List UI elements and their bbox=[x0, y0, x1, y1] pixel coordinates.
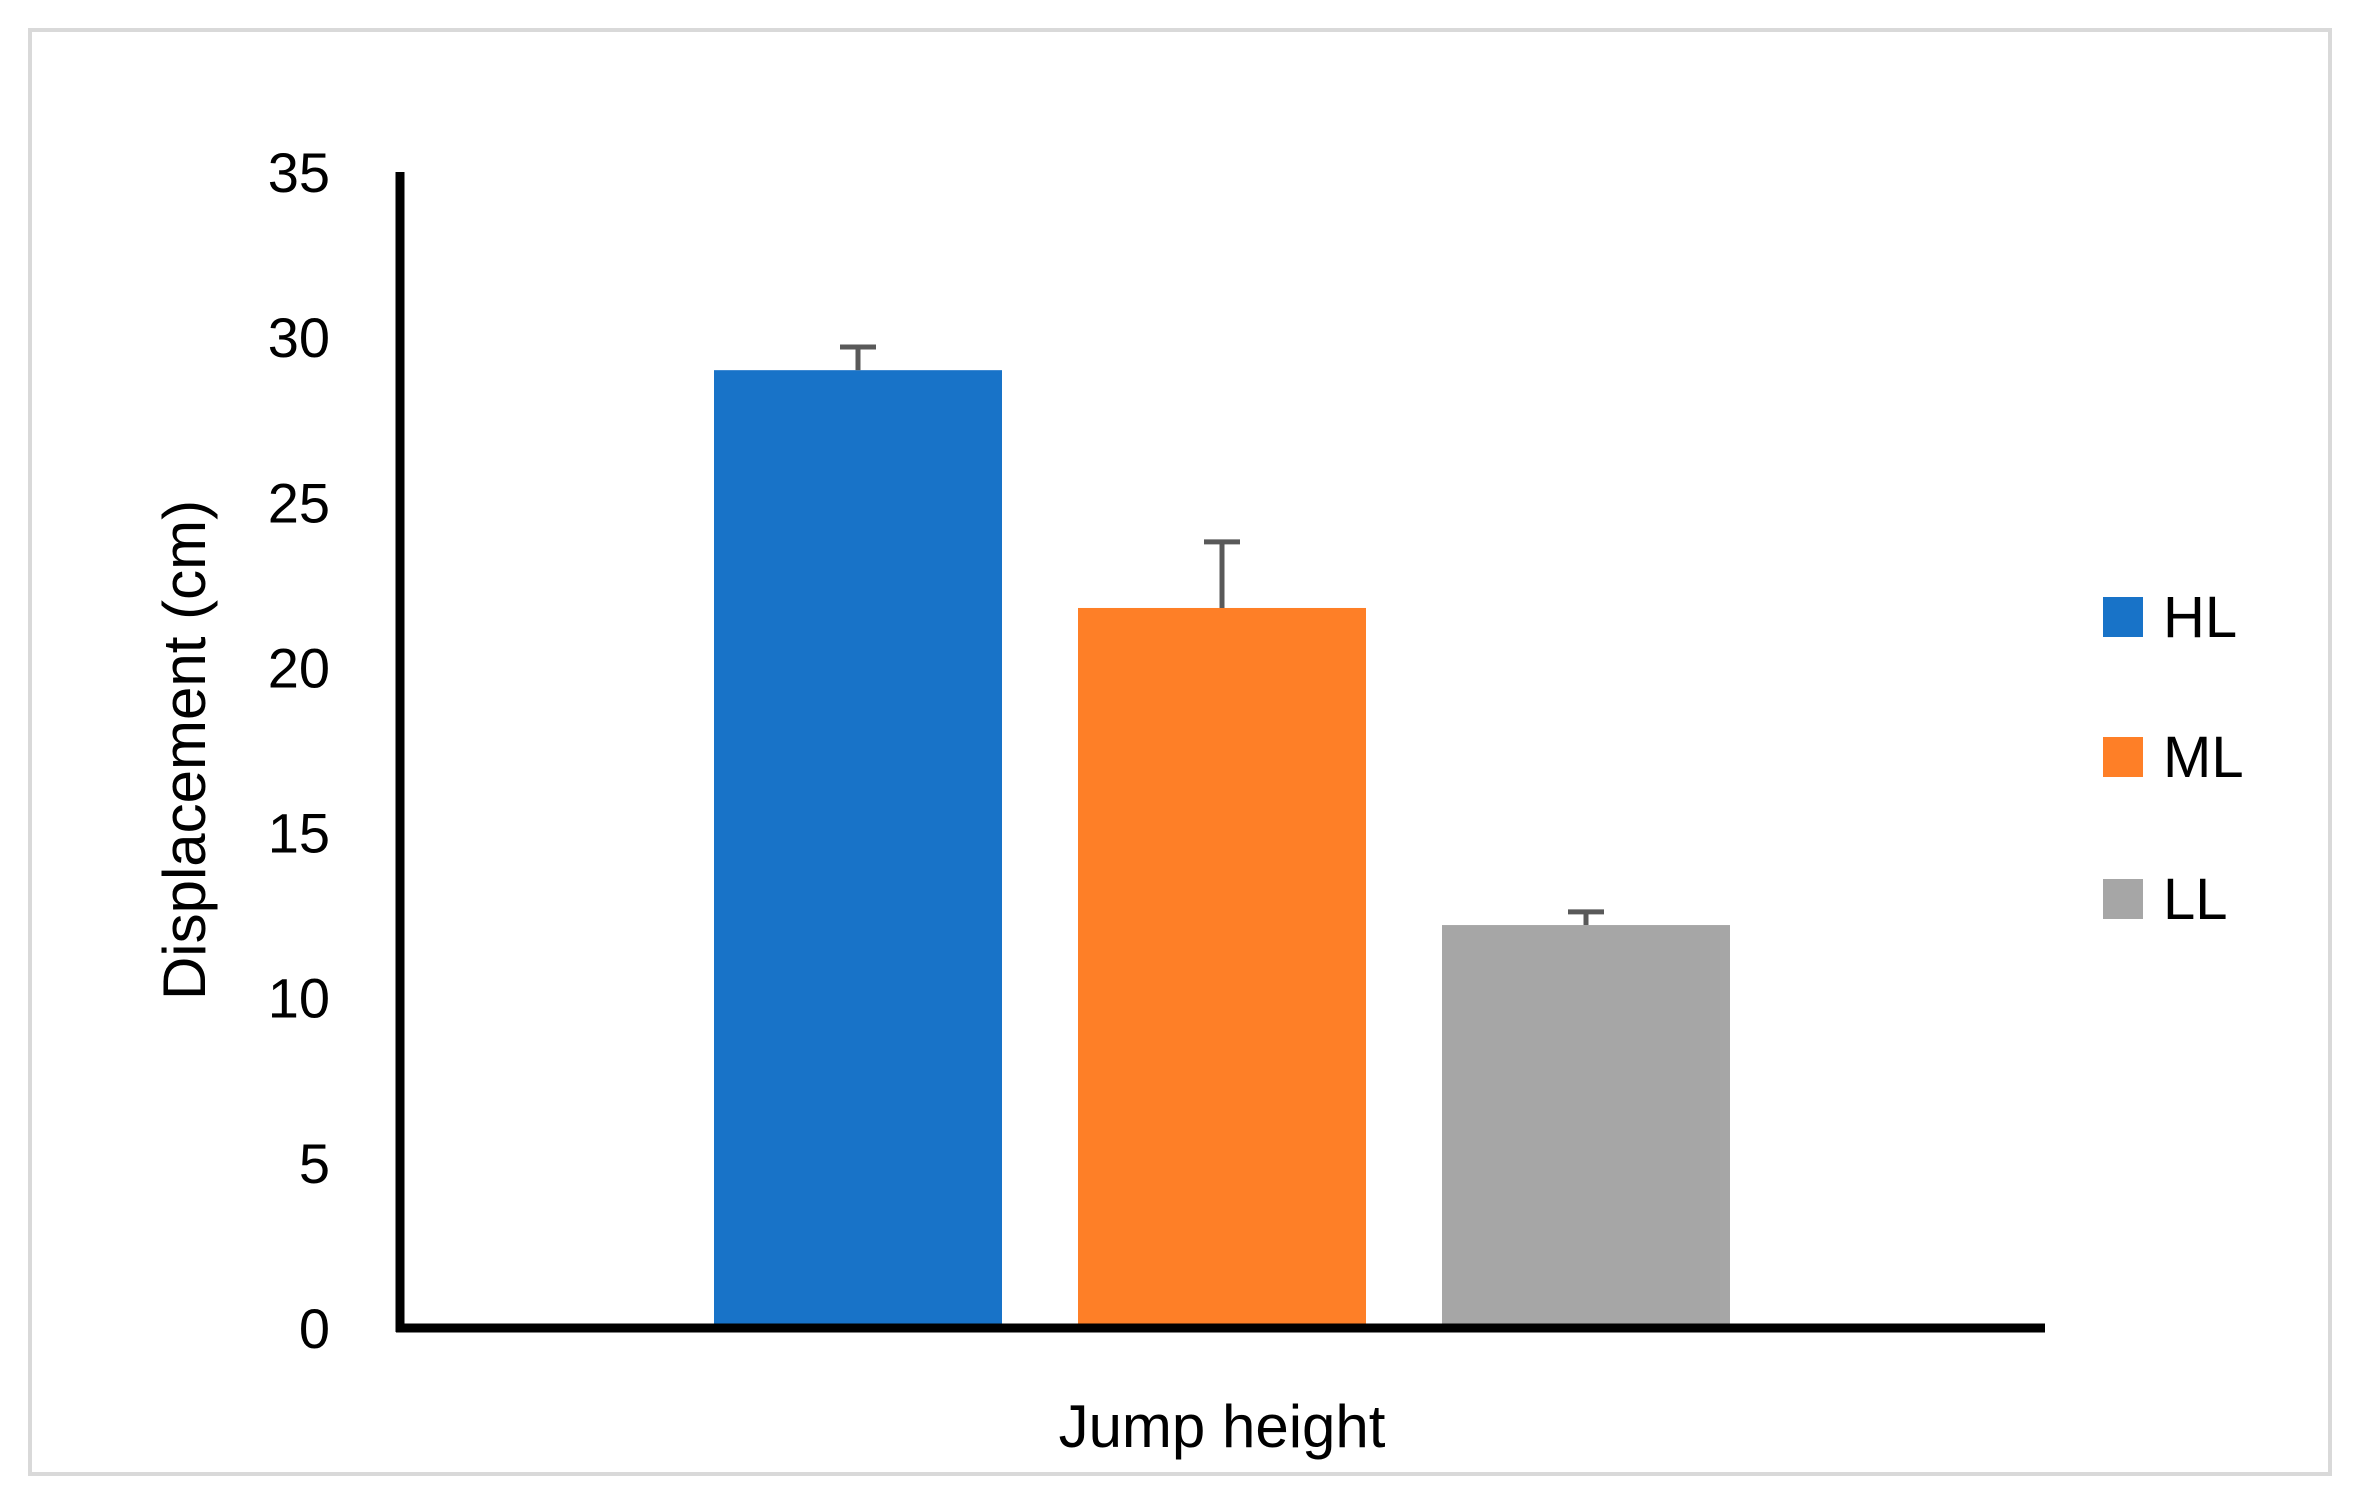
y-tick-label: 15 bbox=[268, 802, 330, 865]
y-tick-label: 10 bbox=[268, 967, 330, 1030]
legend-swatch bbox=[2103, 597, 2143, 637]
bar-ll bbox=[1442, 925, 1730, 1324]
legend-label: ML bbox=[2163, 725, 2244, 790]
legend-label: HL bbox=[2163, 585, 2237, 650]
bars bbox=[714, 370, 1730, 1325]
error-bar-ml bbox=[1204, 539, 1240, 608]
y-tick-label: 35 bbox=[268, 141, 330, 204]
legend-item-ll: LL bbox=[2103, 867, 2228, 932]
y-tick-label: 25 bbox=[268, 471, 330, 534]
error-bar-ll bbox=[1568, 909, 1604, 926]
y-tick-label: 30 bbox=[268, 306, 330, 369]
y-tick-label: 0 bbox=[299, 1297, 330, 1360]
legend-swatch bbox=[2103, 737, 2143, 777]
y-tick-label: 20 bbox=[268, 636, 330, 699]
y-axis-ticks: 0 5 10 15 20 25 30 35 bbox=[268, 141, 330, 1360]
legend-item-ml: ML bbox=[2103, 725, 2244, 790]
legend-item-hl: HL bbox=[2103, 585, 2237, 650]
legend-swatch bbox=[2103, 879, 2143, 919]
y-axis-title: Displacement (cm) bbox=[151, 500, 218, 1000]
legend: HL ML LL bbox=[2103, 585, 2244, 932]
error-bars bbox=[840, 344, 1604, 926]
bar-ml bbox=[1078, 607, 1366, 1324]
bar-hl bbox=[714, 370, 1002, 1325]
y-tick-label: 5 bbox=[299, 1132, 330, 1195]
legend-label: LL bbox=[2163, 867, 2228, 932]
error-bar-hl bbox=[840, 344, 876, 371]
x-axis-title: Jump height bbox=[1059, 1393, 1386, 1460]
